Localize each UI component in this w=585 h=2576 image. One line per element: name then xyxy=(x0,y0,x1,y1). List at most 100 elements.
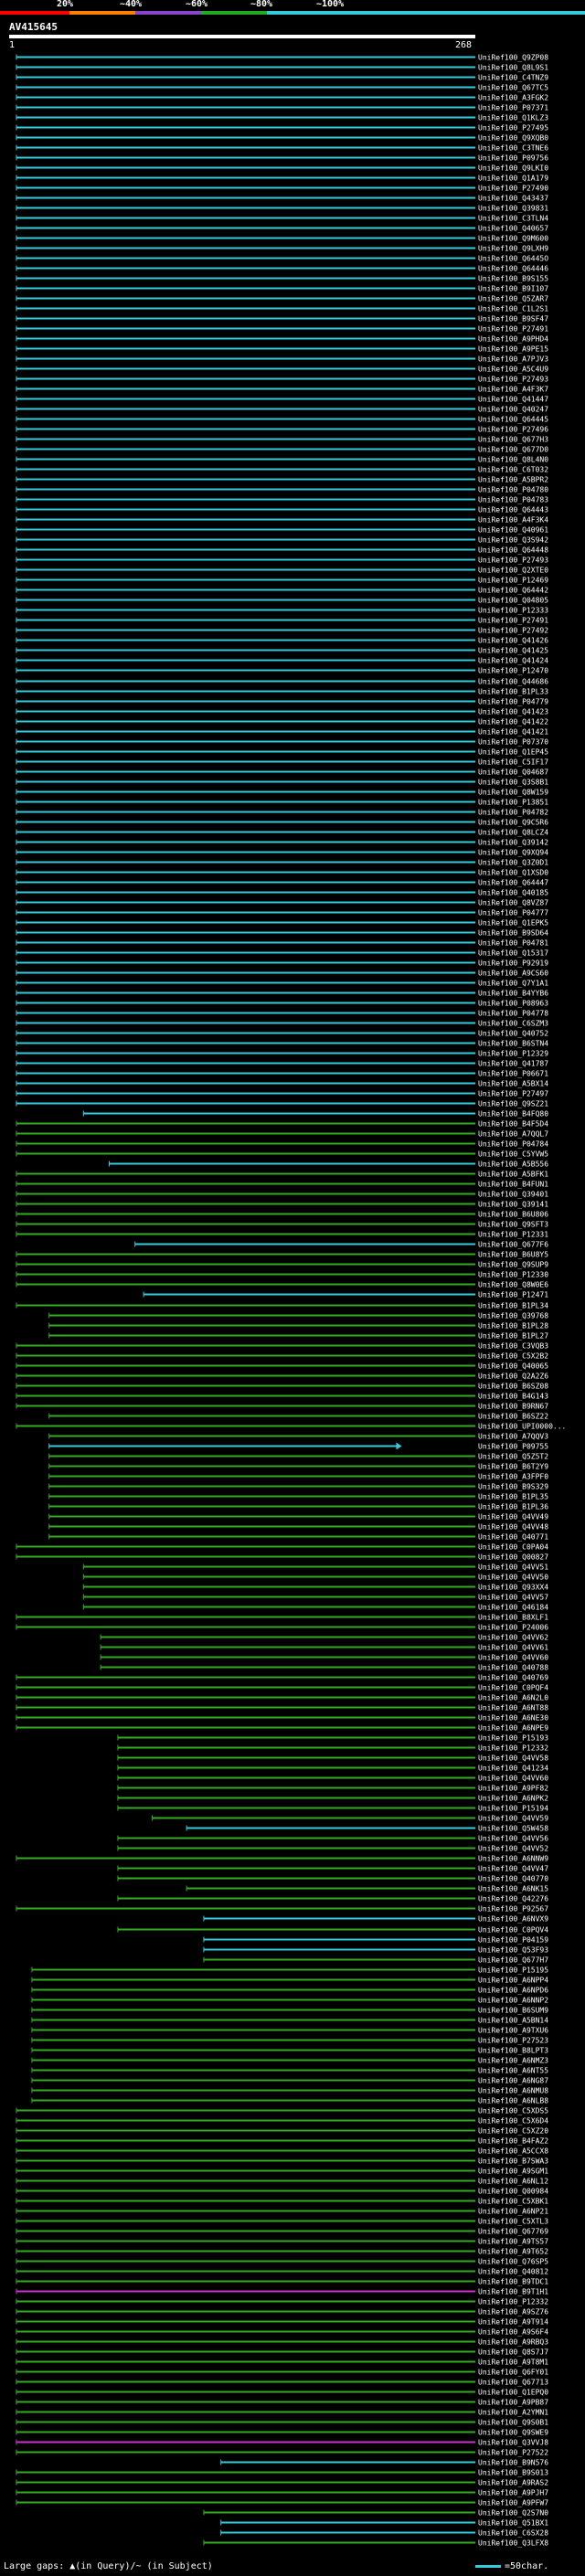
hit-label[interactable]: UniRef100_B9SF47 xyxy=(478,315,548,323)
hit-row[interactable]: UniRef100_B9SF47 xyxy=(16,315,548,323)
hit-row[interactable]: UniRef100_P04782 xyxy=(16,809,548,817)
hit-label[interactable]: UniRef100_B1PL33 xyxy=(478,688,548,696)
hit-row[interactable]: UniRef100_Q9SZ21 xyxy=(16,1100,548,1108)
hit-label[interactable]: UniRef100_A6NMZ3 xyxy=(478,2057,548,2065)
hit-row[interactable]: UniRef100_A3FGK2 xyxy=(16,94,548,102)
hit-label[interactable]: UniRef100_Q00984 xyxy=(478,2188,548,2196)
hit-row[interactable]: UniRef100_Q5W458 xyxy=(186,1825,548,1833)
hit-label[interactable]: UniRef100_Q3Z0D1 xyxy=(478,859,548,867)
hit-row[interactable]: UniRef100_B9I107 xyxy=(16,285,548,293)
hit-row[interactable]: UniRef100_B9N576 xyxy=(220,2459,549,2467)
hit-row[interactable]: UniRef100_C6SX28 xyxy=(220,2529,549,2538)
hit-row[interactable]: UniRef100_Q00984 xyxy=(16,2188,548,2196)
hit-row[interactable]: UniRef100_Q9SUP9 xyxy=(16,1261,548,1269)
hit-label[interactable]: UniRef100_Q40812 xyxy=(478,2268,548,2276)
hit-row[interactable]: UniRef100_Q7Y1A1 xyxy=(16,980,548,988)
hit-label[interactable]: UniRef100_B9T1H1 xyxy=(478,2288,548,2296)
hit-row[interactable]: UniRef100_A5C4U9 xyxy=(16,366,548,374)
hit-label[interactable]: UniRef100_A7PJV3 xyxy=(478,355,548,364)
hit-row[interactable]: UniRef100_C6SZM3 xyxy=(16,1020,548,1028)
hit-label[interactable]: UniRef100_B4FQ80 xyxy=(478,1110,548,1118)
hit-row[interactable]: UniRef100_Q64445 xyxy=(16,416,548,424)
hit-row[interactable]: UniRef100_Q5ZAR7 xyxy=(16,295,548,303)
hit-label[interactable]: UniRef100_B1PL28 xyxy=(478,1322,548,1330)
hit-row[interactable]: UniRef100_Q40247 xyxy=(16,406,548,414)
hit-row[interactable]: UniRef100_P27490 xyxy=(16,185,548,193)
hit-row[interactable]: UniRef100_A6NT55 xyxy=(31,2067,548,2075)
hit-label[interactable]: UniRef100_P12332 xyxy=(478,2298,548,2306)
hit-row[interactable]: UniRef100_A6NLB8 xyxy=(31,2097,548,2105)
hit-row[interactable]: UniRef100_Q40752 xyxy=(16,1030,548,1038)
hit-label[interactable]: UniRef100_Q39831 xyxy=(478,205,548,213)
hit-label[interactable]: UniRef100_A6NPD6 xyxy=(478,1987,548,1995)
hit-label[interactable]: UniRef100_Q6FY01 xyxy=(478,2369,548,2377)
hit-row[interactable]: UniRef100_P27491 xyxy=(16,325,548,334)
hit-row[interactable]: UniRef100_Q39142 xyxy=(16,839,548,847)
hit-row[interactable]: UniRef100_Q41424 xyxy=(16,657,548,665)
hit-row[interactable]: UniRef100_P27522 xyxy=(16,2449,548,2457)
hit-row[interactable]: UniRef100_Q8S7J7 xyxy=(16,2348,548,2357)
hit-label[interactable]: UniRef100_Q4VV48 xyxy=(478,1523,548,1532)
hit-row[interactable]: UniRef100_C4TNZ9 xyxy=(16,74,548,82)
hit-label[interactable]: UniRef100_A5C4U9 xyxy=(478,366,548,374)
hit-label[interactable]: UniRef100_Q93XX4 xyxy=(478,1584,548,1592)
hit-label[interactable]: UniRef100_P12471 xyxy=(478,1291,548,1299)
hit-row[interactable]: UniRef100_A7QQV3 xyxy=(48,1433,549,1441)
hit-row[interactable]: UniRef100_Q64442 xyxy=(16,587,548,595)
hit-row[interactable]: UniRef100_P27491 xyxy=(16,617,548,625)
hit-row[interactable]: UniRef100_P27523 xyxy=(31,2037,548,2045)
hit-label[interactable]: UniRef100_B1PL35 xyxy=(478,1493,548,1501)
hit-label[interactable]: UniRef100_P09756 xyxy=(478,154,548,163)
hit-row[interactable]: UniRef100_P04779 xyxy=(16,698,548,706)
hit-row[interactable]: UniRef100_A6NPE9 xyxy=(16,1724,548,1733)
hit-row[interactable]: UniRef100_Q9ZP08 xyxy=(16,54,548,62)
hit-row[interactable]: UniRef100_P12331 xyxy=(16,1231,548,1239)
hit-row[interactable]: UniRef100_P04780 xyxy=(16,486,548,494)
hit-label[interactable]: UniRef100_Q9ZP08 xyxy=(478,54,548,62)
hit-row[interactable]: UniRef100_Q40812 xyxy=(16,2268,548,2276)
hit-label[interactable]: UniRef100_P09755 xyxy=(478,1443,548,1451)
hit-row[interactable]: UniRef100_Q677H3 xyxy=(16,436,548,444)
hit-label[interactable]: UniRef100_Q4VV62 xyxy=(478,1634,548,1642)
hit-label[interactable]: UniRef100_C5XTL3 xyxy=(478,2218,548,2226)
hit-label[interactable]: UniRef100_A9T914 xyxy=(478,2318,548,2327)
hit-row[interactable]: UniRef100_Q6FY01 xyxy=(16,2369,548,2377)
hit-row[interactable]: UniRef100_Q677D0 xyxy=(16,446,548,454)
hit-label[interactable]: UniRef100_C4TNZ9 xyxy=(478,74,548,82)
hit-label[interactable]: UniRef100_P12330 xyxy=(478,1271,548,1279)
hit-row[interactable]: UniRef100_P92919 xyxy=(16,959,548,968)
hit-row[interactable]: UniRef100_C5XZ20 xyxy=(16,2127,548,2136)
hit-row[interactable]: UniRef100_Q41425 xyxy=(16,647,548,655)
hit-label[interactable]: UniRef100_P27522 xyxy=(478,2449,548,2457)
hit-row[interactable]: UniRef100_Q1EPK5 xyxy=(16,919,548,928)
hit-label[interactable]: UniRef100_P07371 xyxy=(478,104,548,112)
hit-label[interactable]: UniRef100_A6NNP2 xyxy=(478,1997,548,2005)
hit-row[interactable]: UniRef100_P12333 xyxy=(16,607,548,615)
hit-label[interactable]: UniRef100_Q9C5R6 xyxy=(478,819,548,827)
hit-label[interactable]: UniRef100_C3VQB3 xyxy=(478,1342,548,1351)
hit-label[interactable]: UniRef100_B6U8Y5 xyxy=(478,1251,548,1259)
hit-label[interactable]: UniRef100_Q64445 xyxy=(478,416,548,424)
hit-label[interactable]: UniRef100_Q64448 xyxy=(478,546,548,555)
hit-row[interactable]: UniRef100_Q40770 xyxy=(117,1875,548,1883)
hit-row[interactable]: UniRef100_C0PQF4 xyxy=(16,1684,548,1692)
hit-row[interactable]: UniRef100_A6NP21 xyxy=(16,2208,548,2216)
hit-row[interactable]: UniRef100_Q5Z5T2 xyxy=(48,1453,549,1461)
hit-label[interactable]: UniRef100_Q9LXH9 xyxy=(478,245,548,253)
hit-label[interactable]: UniRef100_Q1EPQ0 xyxy=(478,2389,548,2397)
hit-row[interactable]: UniRef100_C5X6D4 xyxy=(16,2117,548,2125)
hit-row[interactable]: UniRef100_Q40185 xyxy=(16,889,548,897)
hit-row[interactable]: UniRef100_Q41787 xyxy=(16,1060,548,1068)
hit-label[interactable]: UniRef100_P12329 xyxy=(478,1050,548,1058)
hit-label[interactable]: UniRef100_Q39141 xyxy=(478,1201,548,1209)
hit-label[interactable]: UniRef100_P27497 xyxy=(478,1090,548,1098)
hit-row[interactable]: UniRef100_A5BPR2 xyxy=(16,476,548,484)
hit-label[interactable]: UniRef100_C5YVW5 xyxy=(478,1150,548,1159)
hit-row[interactable]: UniRef100_B6SZ22 xyxy=(48,1413,549,1421)
hit-row[interactable]: UniRef100_Q67TC5 xyxy=(16,84,548,92)
hit-row[interactable]: UniRef100_P07370 xyxy=(16,738,548,747)
hit-row[interactable]: UniRef100_Q8L9S1 xyxy=(16,64,548,72)
hit-label[interactable]: UniRef100_A6NP21 xyxy=(478,2208,548,2216)
hit-label[interactable]: UniRef100_Q8S7J7 xyxy=(478,2348,548,2357)
hit-row[interactable]: UniRef100_A6NL12 xyxy=(16,2178,548,2186)
